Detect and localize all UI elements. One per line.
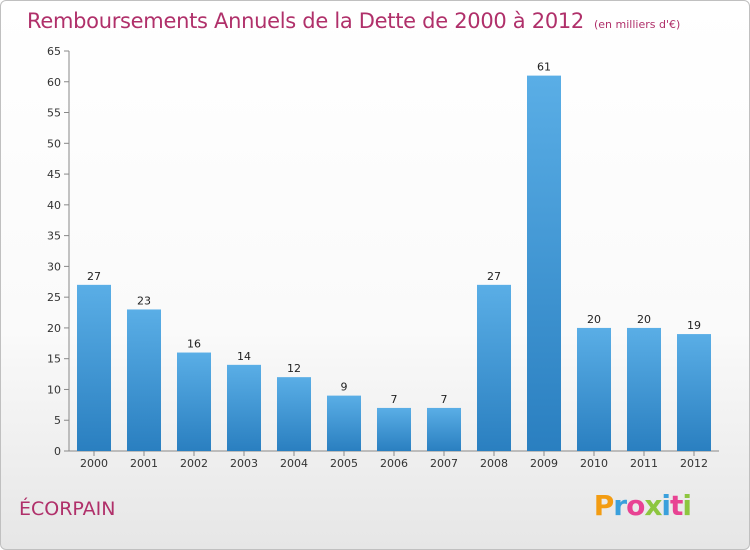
bar-value-label: 20: [587, 313, 601, 326]
y-tick-label: 20: [47, 322, 61, 335]
y-tick-label: 60: [47, 76, 61, 89]
chart-subtitle: (en milliers d'€): [594, 18, 681, 31]
bar-value-label: 9: [341, 381, 348, 394]
commune-name: ÉCORPAIN: [19, 498, 116, 520]
bar-2011[interactable]: [627, 327, 661, 451]
bar-2000[interactable]: [77, 284, 111, 451]
bar-2002[interactable]: [177, 352, 211, 451]
bar-value-label: 23: [137, 294, 151, 307]
bar-2004[interactable]: [277, 377, 311, 451]
chart-title: Remboursements Annuels de la Dette de 20…: [27, 9, 680, 33]
x-tick-label: 2008: [480, 457, 508, 470]
x-tick-label: 2009: [530, 457, 558, 470]
bar-value-label: 12: [287, 362, 301, 375]
x-tick-label: 2004: [280, 457, 308, 470]
bar-2009[interactable]: [527, 75, 561, 451]
x-tick-label: 2001: [130, 457, 158, 470]
x-tick-label: 2003: [230, 457, 258, 470]
bar-value-label: 16: [187, 338, 201, 351]
y-tick-label: 45: [47, 168, 61, 181]
bar-2007[interactable]: [427, 407, 461, 451]
proxiti-logo[interactable]: Proxiti: [593, 489, 692, 522]
y-tick-label: 5: [54, 414, 61, 427]
chart-bars: 27 23 16 14 12 9 7 7 27 61 20 20 19: [77, 61, 711, 451]
bar-value-label: 27: [487, 270, 501, 283]
y-tick-label: 30: [47, 260, 61, 273]
x-tick-label: 2000: [80, 457, 108, 470]
logo-letter: o: [626, 489, 645, 522]
bar-value-label: 27: [87, 270, 101, 283]
bar-2008[interactable]: [477, 284, 511, 451]
x-tick-label: 2007: [430, 457, 458, 470]
bar-value-label: 20: [637, 313, 651, 326]
x-tick-label: 2006: [380, 457, 408, 470]
bar-value-label: 7: [391, 393, 398, 406]
bar-2010[interactable]: [577, 327, 611, 451]
bar-2005[interactable]: [327, 395, 361, 451]
bar-value-label: 19: [687, 319, 701, 332]
bar-2012[interactable]: [677, 334, 711, 451]
y-tick-label: 10: [47, 383, 61, 396]
logo-letter: x: [644, 489, 662, 522]
logo-letter: t: [670, 489, 683, 522]
bar-2001[interactable]: [127, 309, 161, 451]
y-tick-label: 35: [47, 230, 61, 243]
bar-value-label: 61: [537, 61, 551, 74]
y-tick-label: 40: [47, 199, 61, 212]
x-tick-label: 2012: [680, 457, 708, 470]
logo-letter: i: [661, 489, 671, 522]
y-tick-label: 65: [47, 45, 61, 58]
x-tick-label: 2010: [580, 457, 608, 470]
x-tick-label: 2002: [180, 457, 208, 470]
logo-letter: i: [682, 489, 692, 522]
logo-letter: r: [613, 489, 627, 522]
y-tick-label: 15: [47, 353, 61, 366]
bar-value-label: 14: [237, 350, 251, 363]
x-tick-label: 2011: [630, 457, 658, 470]
chart-axes: 0 5 10 15 20 25 30 35 40 45 50 55 60 65 2000 2001 2002 20…: [47, 45, 719, 470]
y-tick-label: 55: [47, 107, 61, 120]
bar-2006[interactable]: [377, 407, 411, 451]
bar-2003[interactable]: [227, 364, 261, 451]
bar-value-label: 7: [441, 393, 448, 406]
x-tick-label: 2005: [330, 457, 358, 470]
y-tick-label: 50: [47, 137, 61, 150]
y-tick-label: 25: [47, 291, 61, 304]
y-tick-label: 0: [54, 445, 61, 458]
logo-letter: P: [593, 489, 615, 522]
chart-title-text: Remboursements Annuels de la Dette de 20…: [27, 9, 584, 33]
